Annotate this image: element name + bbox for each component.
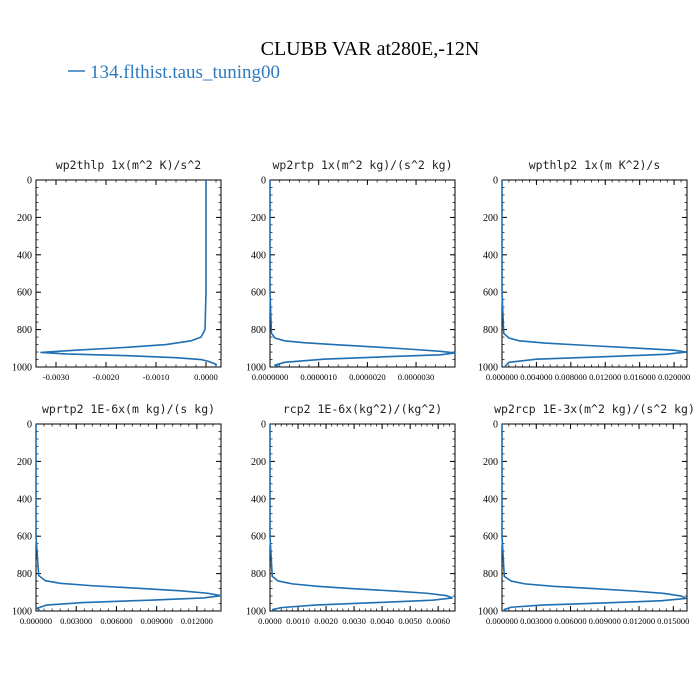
y-tick-label: 800 (251, 569, 266, 580)
panel-title: wp2rcp 1E-3x(m^2 kg)/(s^2 kg) (494, 402, 695, 416)
y-tick-label: 1000 (246, 607, 266, 618)
x-tick-label: 0.009000 (141, 616, 173, 626)
series-line (269, 180, 456, 368)
y-tick-label: 200 (251, 457, 266, 468)
x-tick-label: 0.004000 (520, 372, 552, 382)
y-tick-label: 0 (27, 176, 32, 187)
y-tick-label: 600 (17, 288, 32, 299)
y-tick-label: 800 (483, 325, 498, 336)
x-tick-label: 0.003000 (520, 616, 552, 626)
y-tick-label: 1000 (12, 607, 32, 618)
chart-panel-1: wp2thlp 1x(m^2 K)/s^2 0 200 400 600 800 1000 -0… (12, 158, 222, 382)
plot-frame (269, 179, 456, 368)
x-tick-label: 0.0030 (342, 616, 366, 626)
chart-panel-6: wp2rcp 1E-3x(m^2 kg)/(s^2 kg) 0 200 400 600 8… (478, 402, 695, 626)
y-tick-label: 200 (251, 213, 266, 224)
y-tick-label: 0 (261, 420, 266, 431)
series-line (501, 424, 687, 612)
x-tick-label: 0.012000 (623, 616, 655, 626)
x-tick-label: 0.016000 (624, 372, 656, 382)
panel-title: wprtp2 1E-6x(m kg)/(s kg) (42, 402, 215, 416)
x-tick-label: 0.0000 (258, 616, 282, 626)
y-tick-label: 600 (483, 532, 498, 543)
y-tick-label: 400 (17, 494, 32, 505)
panel-title: wp2thlp 1x(m^2 K)/s^2 (56, 158, 201, 172)
x-tick-label: 0.0000030 (398, 372, 435, 382)
y-tick-label: 1000 (478, 607, 498, 618)
x-tick-label: -0.0020 (93, 372, 120, 382)
series-line (269, 424, 454, 612)
y-tick-label: 400 (483, 494, 498, 505)
x-tick-label: 0.0000000 (252, 372, 289, 382)
x-tick-label: 0.012000 (181, 616, 213, 626)
x-tick-label: -0.0010 (143, 372, 170, 382)
chart-panel-2: wp2rtp 1x(m^2 kg)/(s^2 kg) 0 200 400 600 800 1… (246, 158, 456, 382)
x-tick-label: 0.000000 (20, 616, 52, 626)
plot-frame (501, 423, 688, 612)
y-tick-label: 400 (251, 494, 266, 505)
y-tick-label: 0 (493, 176, 498, 187)
y-tick-label: 800 (17, 325, 32, 336)
chart-panel-5: rcp2 1E-6x(kg^2)/(kg^2) 0 200 400 600 800 1000… (246, 402, 456, 626)
y-tick-label: 1000 (478, 363, 498, 374)
x-tick-label: 0.006000 (554, 616, 586, 626)
x-tick-label: 0.0020 (314, 616, 338, 626)
x-tick-label: 0.0010 (286, 616, 310, 626)
y-tick-label: 400 (251, 250, 266, 261)
y-tick-label: 0 (261, 176, 266, 187)
x-tick-label: 0.0000020 (349, 372, 386, 382)
panel-title: wpthlp2 1x(m K^2)/s (529, 158, 661, 172)
x-tick-label: 0.015000 (657, 616, 689, 626)
y-tick-label: 800 (483, 569, 498, 580)
x-tick-label: -0.0030 (43, 372, 70, 382)
x-tick-label: 0.0060 (426, 616, 450, 626)
series-line (35, 424, 222, 612)
series-line (40, 180, 217, 367)
y-tick-label: 800 (251, 325, 266, 336)
y-tick-label: 600 (17, 532, 32, 543)
x-tick-label: 0.003000 (60, 616, 92, 626)
panel-title: rcp2 1E-6x(kg^2)/(kg^2) (283, 402, 442, 416)
x-tick-label: 0.0000 (194, 372, 218, 382)
y-tick-label: 600 (251, 532, 266, 543)
panels-group: wp2thlp 1x(m^2 K)/s^2 0 200 400 600 800 1000 -0… (12, 158, 695, 626)
figure-title: CLUBB VAR at280E,-12N (261, 38, 480, 60)
x-tick-label: 0.0050 (398, 616, 422, 626)
y-tick-label: 800 (17, 569, 32, 580)
y-tick-label: 200 (17, 213, 32, 224)
y-tick-label: 600 (483, 288, 498, 299)
plot-frame (269, 423, 456, 612)
x-tick-label: 0.0040 (370, 616, 394, 626)
x-tick-label: 0.000000 (486, 372, 518, 382)
x-tick-label: 0.009000 (589, 616, 621, 626)
y-tick-label: 200 (17, 457, 32, 468)
x-tick-label: 0.012000 (589, 372, 621, 382)
panel-title: wp2rtp 1x(m^2 kg)/(s^2 kg) (272, 158, 452, 172)
x-tick-label: 0.000000 (486, 616, 518, 626)
legend-label: 134.flthist.taus_tuning00 (90, 62, 280, 83)
x-tick-label: 0.006000 (100, 616, 132, 626)
x-tick-label: 0.008000 (555, 372, 587, 382)
chart-panel-3: wpthlp2 1x(m K^2)/s020040060080010000.00… (478, 158, 690, 382)
chart-panel-4: wprtp2 1E-6x(m kg)/(s kg) 0 200 400 600 800 10… (12, 402, 222, 626)
x-tick-label: 0.020000 (658, 372, 690, 382)
y-tick-label: 1000 (246, 363, 266, 374)
y-tick-label: 400 (17, 250, 32, 261)
y-tick-label: 600 (251, 288, 266, 299)
plot-frame (35, 179, 222, 368)
y-tick-label: 200 (483, 213, 498, 224)
plot-frame (501, 179, 688, 368)
y-tick-label: 200 (483, 457, 498, 468)
series-line (501, 180, 687, 368)
y-tick-label: 400 (483, 250, 498, 261)
y-tick-label: 1000 (12, 363, 32, 374)
x-tick-label: 0.0000010 (300, 372, 337, 382)
y-tick-label: 0 (493, 420, 498, 431)
y-tick-label: 0 (27, 420, 32, 431)
